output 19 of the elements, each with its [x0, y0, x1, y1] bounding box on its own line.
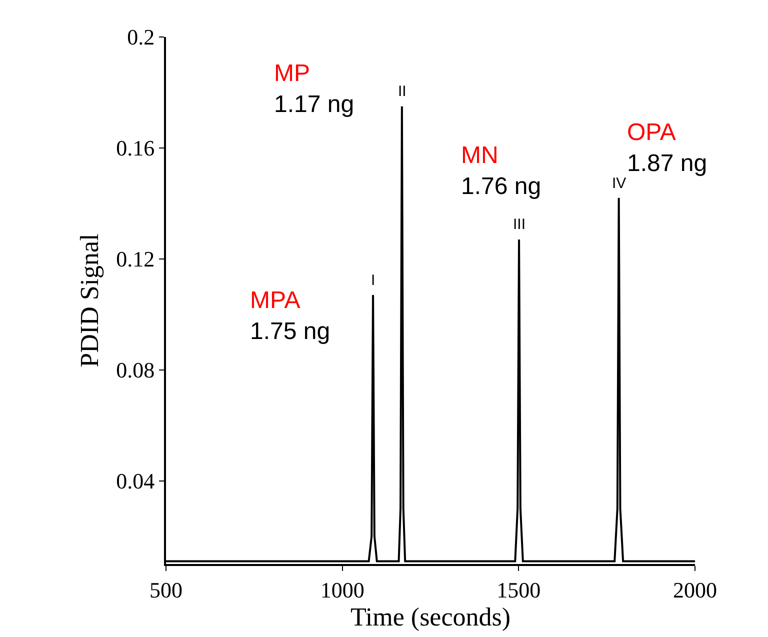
- y-tick-label: 0.16: [116, 136, 155, 161]
- x-tick-label: 1500: [496, 577, 541, 602]
- annotation: I: [371, 272, 376, 289]
- x-tick-label: 2000: [673, 577, 717, 602]
- annotation: MP 1.17 ng: [274, 60, 354, 118]
- annotation: II: [398, 83, 406, 100]
- x-tick-label: 500: [150, 577, 182, 602]
- y-tick-label: 0.08: [116, 358, 155, 383]
- annotation: MPA 1.75 ng: [250, 287, 330, 346]
- y-tick-label: 0.12: [116, 246, 155, 272]
- annotation: IV: [612, 175, 626, 192]
- y-tick-label: 0.04: [116, 468, 155, 494]
- y-tick-label: 0.2: [127, 24, 155, 50]
- x-axis-title: Time (seconds): [350, 602, 511, 632]
- x-tick-label: 1000: [320, 577, 364, 602]
- y-axis-title: PDID Signal: [75, 234, 104, 368]
- annotation: OPA 1.87 ng: [627, 119, 708, 178]
- annotation: MN 1.76 ng: [461, 142, 542, 200]
- annotation: III: [513, 216, 526, 233]
